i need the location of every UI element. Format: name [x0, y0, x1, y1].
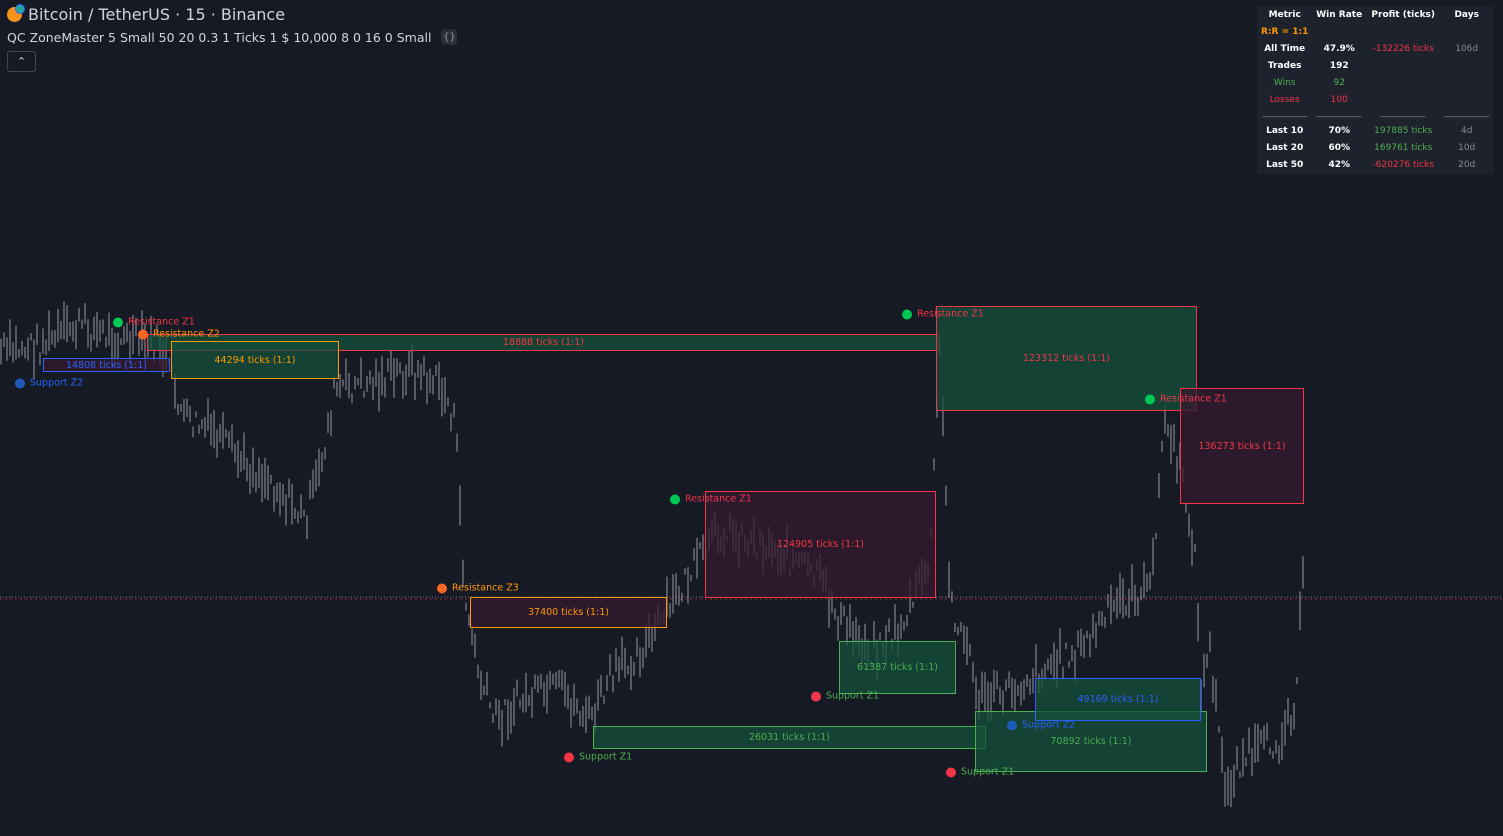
zone-label: 124905 ticks (1:1)	[776, 539, 865, 550]
row-label: Last 50	[1266, 159, 1304, 170]
win-rate: 47.9%	[1323, 43, 1355, 54]
days: 20d	[1458, 159, 1476, 170]
zone-label: 136273 ticks (1:1)	[1198, 440, 1286, 452]
bitcoin-logo-icon	[7, 3, 25, 22]
wins-label: Wins	[1273, 77, 1296, 88]
indicator-label: QC ZoneMaster 5 Small 50 20 0.3 1 Ticks …	[7, 29, 432, 45]
zone-marker: Support Z1	[564, 752, 632, 763]
zone-label: 26031 ticks (1:1)	[748, 732, 830, 743]
table-row: Last 20 60% 169761 ticks 10d	[1257, 139, 1493, 156]
marker-label: Resistance Z2	[153, 328, 220, 340]
circle-icon	[15, 378, 25, 388]
zone-label: 123312 ticks (1:1)	[1022, 353, 1111, 364]
zone-marker: Support Z1	[946, 767, 1014, 778]
circle-icon	[1145, 394, 1155, 404]
trades-value: 192	[1329, 60, 1349, 71]
zone-box: 14808 ticks (1:1)	[43, 358, 170, 372]
circle-icon	[811, 691, 821, 701]
zone-marker: Resistance Z1	[113, 317, 195, 328]
separator: __________	[1444, 108, 1490, 118]
circle-icon	[138, 329, 148, 339]
zone-box: 61387 ticks (1:1)	[839, 641, 956, 694]
header-days: Days	[1454, 9, 1479, 20]
zone-label: 61387 ticks (1:1)	[856, 662, 938, 673]
rr-label: R:R = 1:1	[1260, 26, 1309, 37]
row-label: All Time	[1264, 43, 1306, 54]
separator: __________	[1316, 108, 1362, 118]
zone-box: 123312 ticks (1:1)	[936, 306, 1197, 411]
table-row: Last 10 70% 197885 ticks 4d	[1257, 122, 1493, 139]
losses-label: Losses	[1269, 94, 1300, 105]
circle-icon	[902, 309, 912, 319]
profit: -620276 ticks	[1372, 159, 1434, 170]
header-metric: Metric	[1268, 9, 1301, 20]
zone-marker: Resistance Z3	[437, 583, 519, 594]
circle-icon	[670, 494, 680, 504]
symbol-title[interactable]: Bitcoin / TetherUS · 15 · Binance	[7, 3, 457, 25]
code-braces-icon[interactable]: {}	[441, 29, 458, 45]
marker-label: Resistance Z1	[128, 316, 195, 328]
table-row: All Time 47.9% -132226 ticks 106d	[1257, 40, 1493, 57]
row-label: Last 20	[1266, 142, 1304, 153]
win-rate: 42%	[1328, 159, 1350, 170]
marker-label: Support Z1	[579, 751, 633, 763]
zone-marker: Resistance Z2	[138, 329, 220, 340]
zone-marker: Support Z1	[811, 691, 879, 702]
profit: 169761 ticks	[1374, 142, 1433, 153]
profit: -132226 ticks	[1372, 43, 1434, 54]
zone-box: 18888 ticks (1:1)	[147, 334, 940, 351]
zone-box: 124905 ticks (1:1)	[705, 491, 936, 598]
zone-marker: Resistance Z1	[1145, 394, 1227, 405]
marker-label: Support Z1	[826, 690, 880, 702]
zone-marker: Support Z2	[15, 378, 83, 389]
circle-icon	[946, 767, 956, 777]
row-label: Last 10	[1266, 125, 1304, 136]
marker-label: Resistance Z1	[917, 308, 984, 320]
table-row: Last 50 42% -620276 ticks 20d	[1257, 156, 1493, 173]
circle-icon	[437, 583, 447, 593]
circle-icon	[564, 752, 574, 762]
circle-icon	[113, 317, 123, 327]
symbol-label: Bitcoin / TetherUS · 15 · Binance	[28, 4, 286, 24]
header-profit: Profit (ticks)	[1371, 9, 1436, 20]
wins-value: 92	[1333, 77, 1345, 88]
days: 10d	[1458, 142, 1476, 153]
profit: 197885 ticks	[1374, 125, 1433, 136]
marker-label: Resistance Z1	[685, 493, 752, 505]
marker-label: Support Z2	[30, 377, 84, 389]
chart-legend: Bitcoin / TetherUS · 15 · Binance QC Zon…	[7, 3, 458, 72]
indicator-legend[interactable]: QC ZoneMaster 5 Small 50 20 0.3 1 Ticks …	[7, 29, 458, 45]
zone-marker: Support Z2	[1007, 720, 1075, 731]
zone-label: 37400 ticks (1:1)	[527, 607, 609, 618]
zone-marker: Resistance Z1	[670, 494, 752, 505]
win-rate: 70%	[1328, 125, 1350, 136]
zone-label: 70892 ticks (1:1)	[1050, 736, 1132, 747]
zone-label: 18888 ticks (1:1)	[502, 337, 584, 348]
separator: __________	[1380, 108, 1426, 118]
trades-label: Trades	[1267, 60, 1302, 71]
zone-label: 44294 ticks (1:1)	[214, 354, 296, 366]
zone-box: 44294 ticks (1:1)	[171, 341, 339, 379]
days: 4d	[1460, 125, 1473, 136]
collapse-legend-button[interactable]: ⌃	[7, 51, 36, 72]
losses-value: 100	[1330, 94, 1348, 105]
zone-box: 26031 ticks (1:1)	[593, 726, 986, 749]
separator: __________	[1262, 108, 1308, 118]
chevron-up-icon: ⌃	[16, 55, 27, 68]
marker-label: Support Z1	[961, 766, 1015, 778]
days: 106d	[1455, 43, 1479, 54]
zone-box: 136273 ticks (1:1)	[1180, 388, 1304, 504]
stats-table: Metric Win Rate Profit (ticks) Days R:R = 1…	[1257, 6, 1493, 174]
zone-box: 49169 ticks (1:1)	[1035, 678, 1201, 721]
win-rate: 60%	[1328, 142, 1350, 153]
zone-label: 49169 ticks (1:1)	[1077, 694, 1159, 705]
circle-icon	[1007, 720, 1017, 730]
marker-label: Support Z2	[1022, 719, 1076, 731]
marker-label: Resistance Z1	[1160, 393, 1227, 405]
zone-marker: Resistance Z1	[902, 309, 984, 320]
marker-label: Resistance Z3	[452, 582, 519, 594]
zone-box: 37400 ticks (1:1)	[470, 597, 667, 628]
header-win-rate: Win Rate	[1316, 9, 1363, 20]
zone-label: 14808 ticks (1:1)	[65, 359, 147, 371]
